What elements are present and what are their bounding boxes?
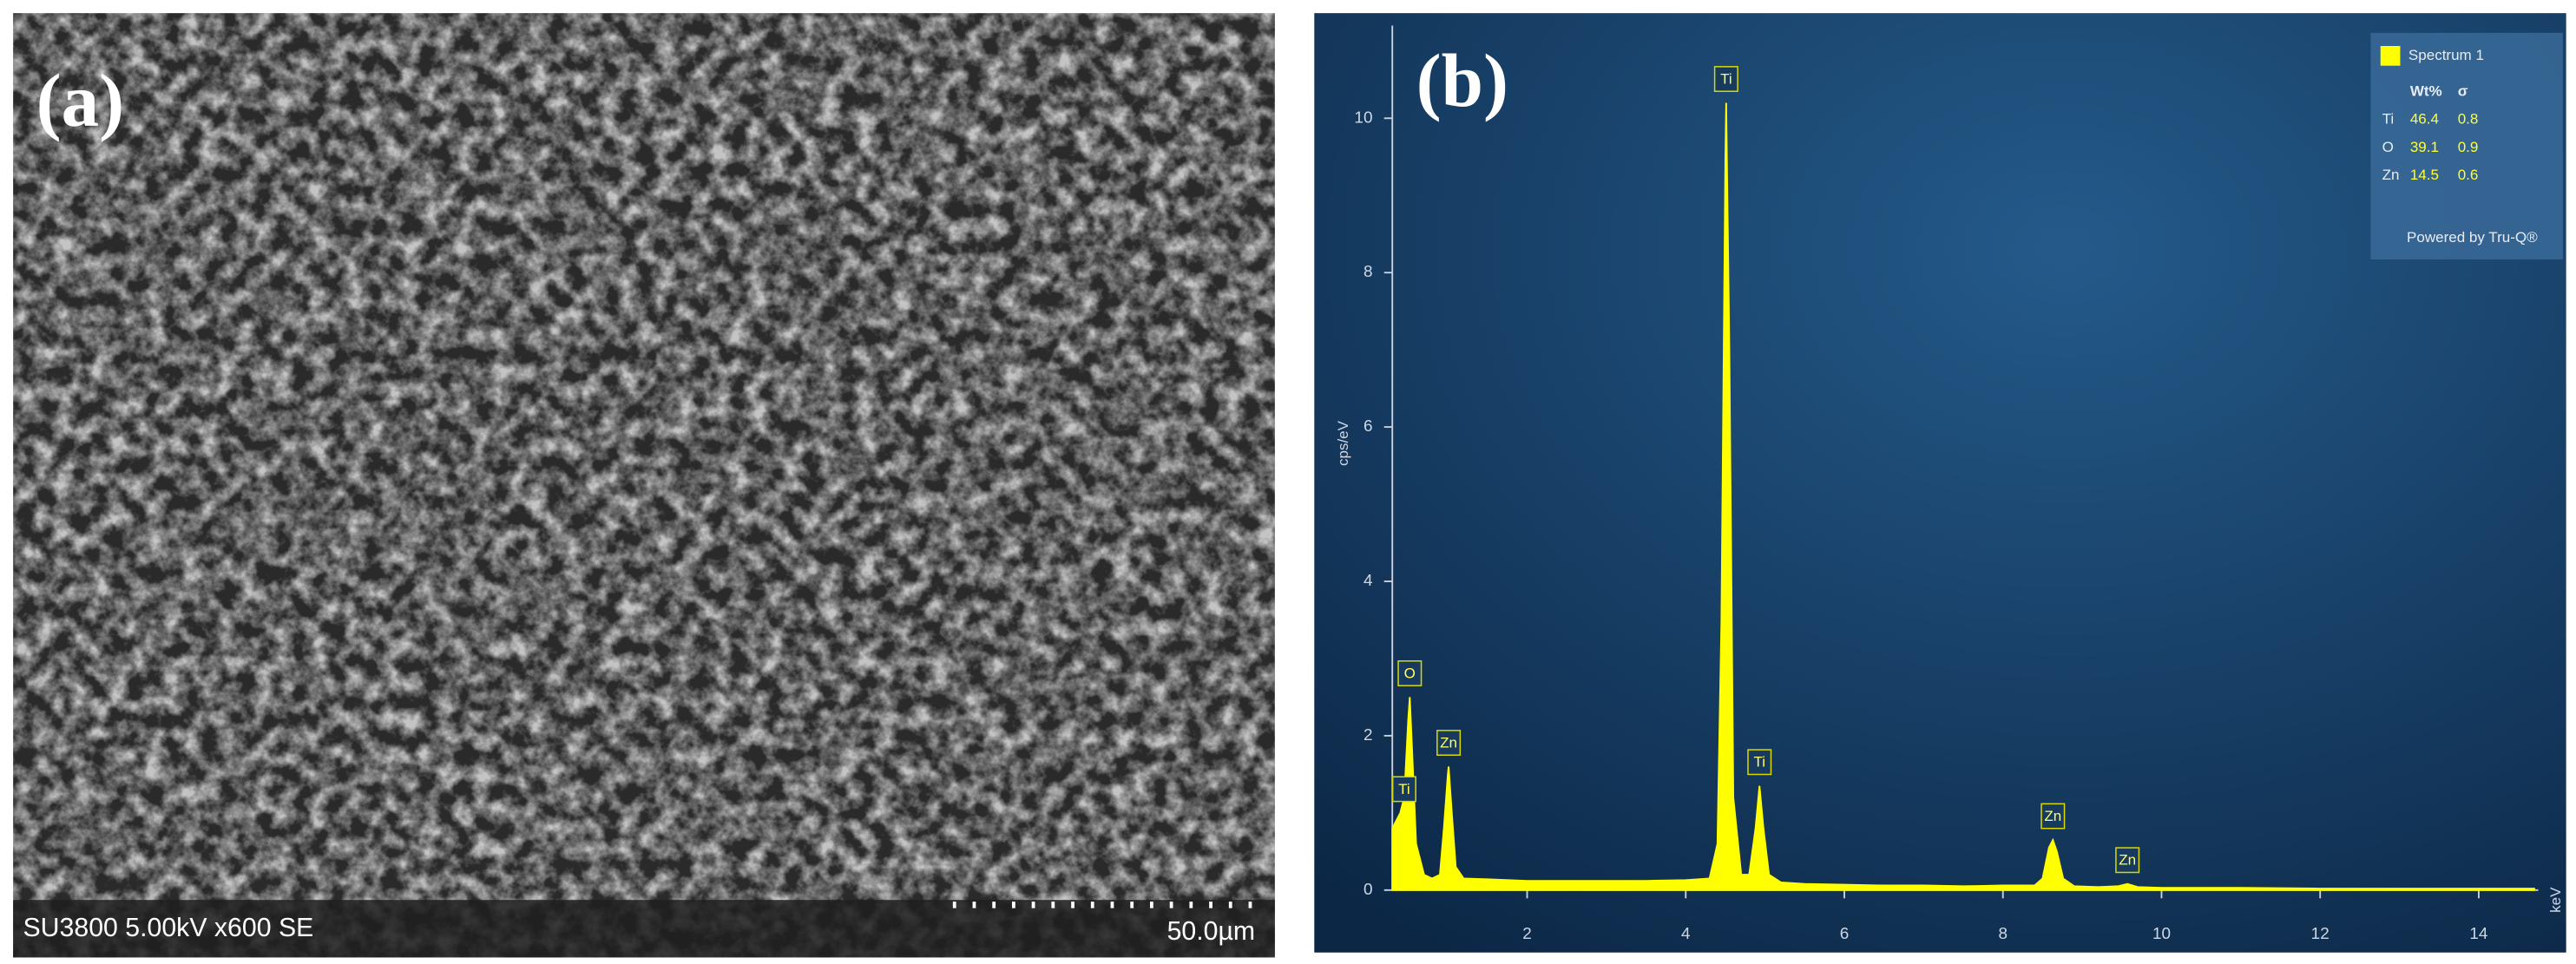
peak-label-box [1747,749,1772,776]
table-value: 46.4 [2410,111,2439,128]
x-tick-label: 14 [2469,925,2487,943]
peak-label-box [1397,660,1423,686]
x-tick-label: 4 [1681,925,1691,943]
legend-footer: Powered by Tru-Q® [2407,229,2538,246]
y-tick-label: 2 [1364,726,1373,744]
panel-a: SU3800 5.00kV x600 SE 50.0µm (a) [13,13,1275,958]
table-value: 0.8 [2458,111,2479,128]
table-element: Zn [2382,167,2400,183]
peak-label: Ti [1753,754,1765,771]
y-tick-label: 0 [1364,881,1373,899]
legend-swatch [2380,45,2401,66]
x-tick-label: 12 [2311,925,2330,943]
panel-label: (a) [36,58,125,142]
x-axis-label: keV [2547,887,2564,913]
table-value: 14.5 [2410,167,2439,183]
y-axis-label: cps/eV [1335,420,1351,466]
x-tick-label: 6 [1840,925,1850,943]
table-value: 0.6 [2458,167,2479,183]
panel-b: (b) cps/eV keV Spectrum 1 Wt% σ Powered … [1314,13,2566,953]
legend-box [2370,32,2563,260]
peak-label-box [1436,730,1462,757]
panel-label: (b) [1416,38,1508,122]
peak-label: Zn [1440,735,1457,751]
y-tick-label: 4 [1364,572,1373,590]
table-element: Ti [2382,111,2395,128]
peak-label-box [1391,776,1416,803]
peak-label: O [1404,665,1416,681]
legend-entry: Spectrum 1 [2408,47,2484,63]
scale-label: 50.0µm [1167,917,1256,946]
peak-label: Zn [2119,852,2136,869]
spectrum-area [1391,102,2535,891]
y-tick-label: 6 [1364,417,1373,436]
table-header: σ [2458,82,2468,99]
peak-label: Ti [1398,781,1410,797]
table-element: O [2382,139,2394,155]
y-tick-label: 10 [1354,108,1372,127]
chart-background [1314,13,2566,953]
table-value: 0.9 [2458,139,2479,155]
peak-label: Ti [1720,70,1732,87]
table-value: 39.1 [2410,139,2439,155]
y-tick-label: 8 [1364,263,1373,281]
peak-label: Zn [2044,808,2061,824]
peak-label-box [2115,847,2140,874]
sem-info: SU3800 5.00kV x600 SE [23,914,313,942]
x-tick-label: 8 [1998,925,2008,943]
info-bar [13,900,1275,958]
peak-label-box [2040,803,2066,830]
x-tick-label: 2 [1522,925,1532,943]
sem-texture [13,13,1275,958]
peak-label-box [1713,66,1738,92]
table-header: Wt% [2410,82,2442,99]
x-tick-label: 10 [2152,925,2171,943]
